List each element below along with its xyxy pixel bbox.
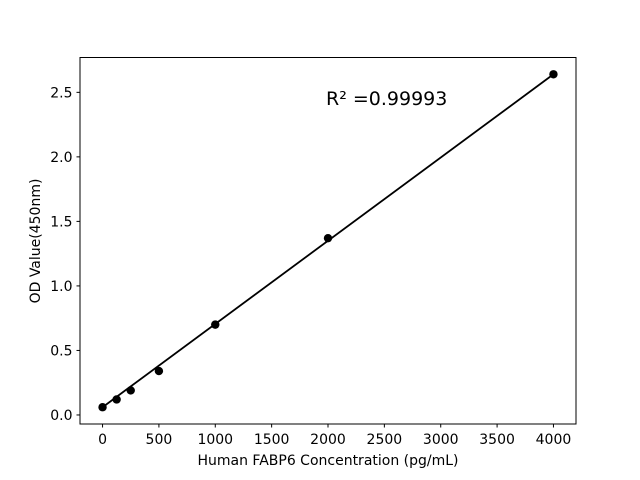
x-tick-label: 3000 (423, 432, 459, 448)
data-point-marker (126, 386, 135, 395)
data-point-marker (154, 366, 164, 376)
data-point-marker (112, 395, 121, 404)
y-axis-label: OD Value(450nm) (28, 178, 44, 304)
x-tick-label: 4000 (536, 432, 572, 448)
x-axis-label: Human FABP6 Concentration (pg/mL) (197, 453, 459, 469)
x-tick-label: 2000 (310, 432, 346, 448)
data-point-marker (211, 320, 220, 329)
x-tick-label: 1000 (197, 432, 233, 448)
x-tick-label: 0 (98, 432, 107, 448)
data-point-marker (98, 403, 107, 412)
y-tick-label: 0.5 (50, 343, 72, 359)
y-tick-label: 0.0 (50, 408, 72, 424)
y-tick-label: 1.0 (50, 279, 72, 295)
x-tick-label: 2500 (367, 432, 403, 448)
data-point-marker (323, 233, 333, 243)
y-tick-label: 2.0 (50, 150, 72, 166)
x-tick-label: 1500 (254, 432, 290, 448)
y-tick-label: 1.5 (50, 214, 72, 230)
x-tick-label: 500 (146, 432, 173, 448)
data-point-marker (549, 70, 558, 79)
y-tick-label: 2.5 (50, 85, 72, 101)
r-squared-annotation: R² =0.99993 (326, 88, 448, 110)
x-tick-label: 3500 (479, 432, 515, 448)
